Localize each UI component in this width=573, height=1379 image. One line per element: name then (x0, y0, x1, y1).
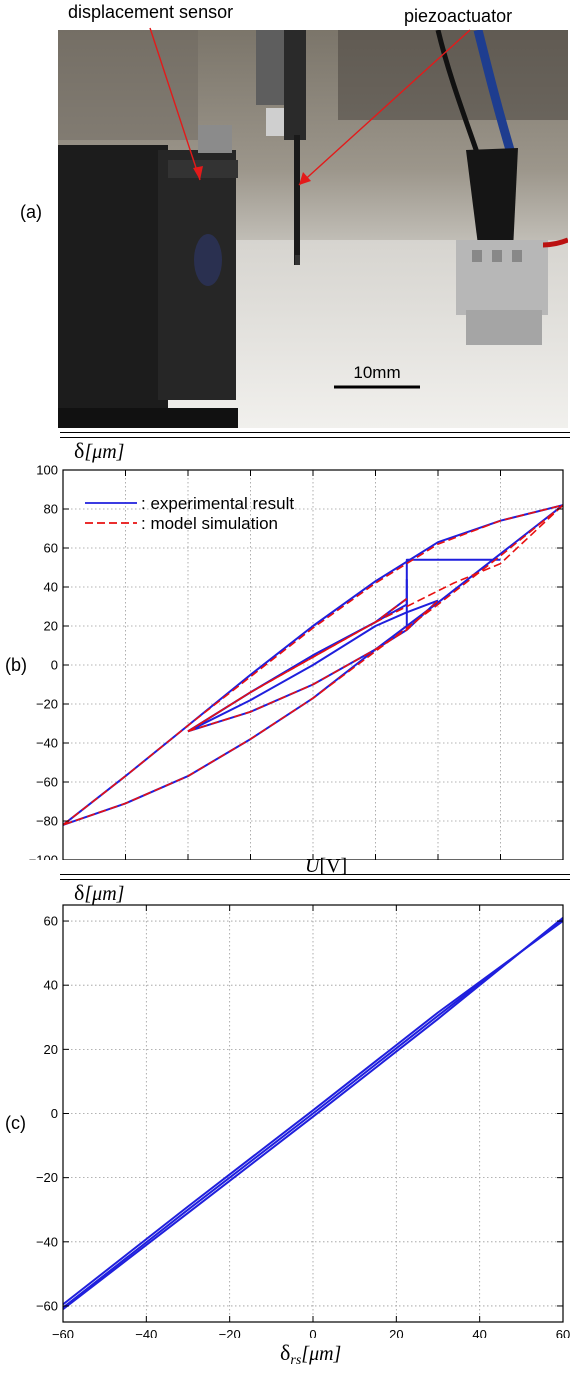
series-line-data-0 (62, 917, 564, 1310)
legend-label: : experimental result (141, 494, 294, 513)
x-tick-label: 60 (556, 1327, 570, 1338)
y-tick-label: −40 (36, 1234, 58, 1249)
divider (60, 432, 570, 433)
y-tick-label: −80 (36, 814, 58, 829)
y-tick-label: 40 (44, 978, 58, 993)
divider (60, 879, 570, 880)
y-tick-label: −20 (36, 697, 58, 712)
x-tick-label: −20 (219, 1327, 241, 1338)
arrow-head-icon (193, 166, 203, 180)
y-tick-label: 0 (51, 658, 58, 673)
panel-c-ylabel: δ[μm] (74, 880, 125, 905)
series-line-experimental-result-0 (62, 504, 564, 826)
y-tick-label: 80 (44, 502, 58, 517)
y-tick-label: 20 (44, 619, 58, 634)
label-piezoactuator: piezoactuator (404, 6, 513, 26)
divider (60, 874, 570, 875)
y-tick-label: 0 (51, 1106, 58, 1121)
panel-c-xlabel: δrs[μm] (280, 1340, 342, 1369)
y-tick-label: 40 (44, 580, 58, 595)
x-tick-label: −60 (52, 1327, 74, 1338)
x-tick-label: 20 (389, 1327, 403, 1338)
y-tick-label: −20 (36, 1170, 58, 1185)
series-line-model-simulation-3 (187, 598, 408, 732)
series-line-model-simulation-0 (62, 504, 564, 826)
hysteresis-chart: −80−60−40−20020406080−100−80−60−40−20020… (29, 463, 564, 861)
y-tick-label: −100 (29, 853, 58, 861)
series-line-data-1 (62, 920, 564, 1306)
y-tick-label: 100 (36, 463, 58, 478)
scale-bar-label: 10mm (353, 363, 400, 382)
x-tick-label: 40 (472, 1327, 486, 1338)
panel-b-letter: (b) (5, 655, 27, 675)
panel-a-letter: (a) (20, 202, 42, 222)
photo-illustration: 10mm (58, 30, 568, 428)
linearization-chart: −60 −40 −20 0 20 40 60 −60 −40 −20 0 20 40 60 (36, 904, 570, 1338)
y-tick-label: −40 (36, 736, 58, 751)
x-tick-label: −40 (135, 1327, 157, 1338)
y-tick-label: −60 (36, 1298, 58, 1313)
x-tick-label: 0 (309, 1327, 316, 1338)
y-tick-label: 20 (44, 1042, 58, 1057)
annotation-arrows (149, 27, 471, 186)
y-tick-label: −60 (36, 775, 58, 790)
label-displacement-sensor: displacement sensor (68, 2, 234, 22)
series-line-experimental-result-5 (187, 599, 439, 733)
divider (60, 437, 570, 438)
y-tick-label: 60 (44, 541, 58, 556)
legend-label: : model simulation (141, 514, 278, 533)
experimental-setup-photo: 10mm (58, 30, 568, 428)
arrow-head-icon (299, 172, 311, 185)
y-tick-label: 60 (44, 914, 58, 929)
series-line-model-simulation-1 (62, 504, 564, 826)
series-line-model-simulation-4 (187, 600, 439, 733)
panel-b-xlabel: U[V] (305, 855, 348, 877)
series-line-data-2 (62, 918, 564, 1309)
panel-b-ylabel: δ[μm] (74, 438, 125, 463)
panel-c-letter: (c) (5, 1113, 26, 1133)
